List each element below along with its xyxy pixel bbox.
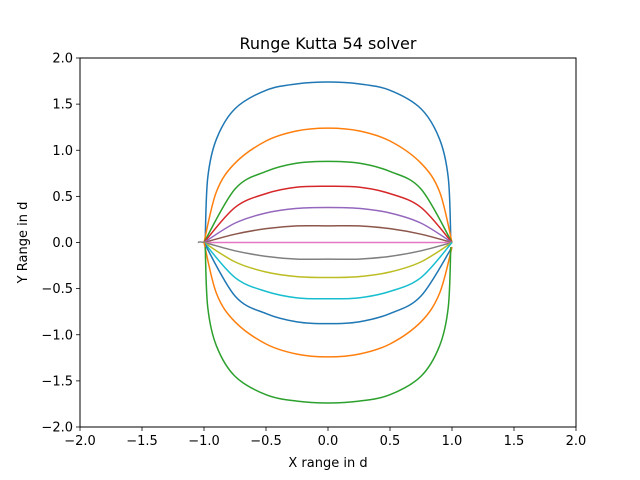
series-line-6 (203, 224, 453, 244)
x-tick-label: 0.5 (380, 434, 401, 449)
y-tick-label: 0.5 (52, 190, 73, 205)
series-line-8 (197, 241, 453, 261)
y-tick-label: −2.0 (41, 421, 73, 436)
series-line-1 (204, 81, 452, 238)
y-tick-label: 2.0 (52, 52, 73, 67)
series-line-11 (203, 242, 453, 325)
y-tick-label: −0.5 (41, 282, 73, 297)
series-line-2 (203, 127, 453, 243)
x-tick-label: −1.5 (126, 434, 158, 449)
series-line-10 (203, 242, 453, 300)
series-layer (197, 81, 453, 404)
series-line-4 (203, 185, 453, 243)
ticks-layer: −2.0 −1.5 −1.0 −0.5 0.0 0.5 1.0 1.5 2.0 −2.0 −1.5 −… (41, 52, 586, 450)
x-tick-label: 1.5 (504, 434, 525, 449)
series-line-3 (203, 160, 453, 243)
series-line-13 (204, 247, 452, 404)
y-tick-label: −1.5 (41, 374, 73, 389)
y-axis-label: Y Range in d (16, 202, 31, 285)
x-axis-label: X range in d (288, 456, 367, 471)
y-tick-label: 1.5 (52, 98, 73, 113)
chart-title: Runge Kutta 54 solver (240, 34, 417, 53)
series-line-5 (203, 206, 453, 244)
x-tick-label: 0.0 (318, 434, 339, 449)
y-tick-label: 1.0 (52, 144, 73, 159)
y-tick-label: 0.0 (52, 236, 73, 251)
series-line-12 (203, 242, 453, 358)
y-tick-label: −1.0 (41, 328, 73, 343)
x-tick-label: −0.5 (250, 434, 282, 449)
x-tick-label: −2.0 (64, 434, 96, 449)
x-tick-label: 1.0 (442, 434, 463, 449)
series-line-9 (203, 241, 453, 279)
x-tick-label: −1.0 (188, 434, 220, 449)
x-tick-label: 2.0 (566, 434, 587, 449)
